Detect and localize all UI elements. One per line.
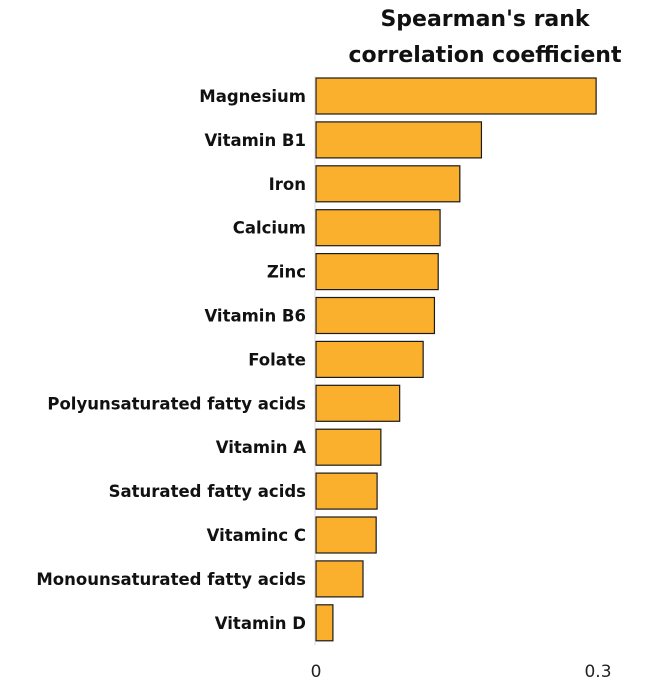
bar-vitamin-a: [315, 428, 382, 466]
bar-iron: [315, 165, 461, 203]
x-tick-label-group: 0 0.3: [311, 662, 612, 682]
category-label-vitamin-a: Vitamin A: [216, 438, 306, 457]
bar-monounsaturated-fatty-acids: [315, 560, 364, 598]
category-label-zinc: Zinc: [267, 263, 306, 282]
category-label-polyunsaturated-fatty-acids: Polyunsaturated fatty acids: [47, 394, 306, 413]
category-label-calcium: Calcium: [233, 219, 306, 238]
category-label-saturated-fatty-acids: Saturated fatty acids: [109, 482, 307, 501]
chart-title-line-2: correlation coefficient: [349, 43, 622, 68]
category-label-monounsaturated-fatty-acids: Monounsaturated fatty acids: [36, 570, 306, 589]
x-tick-label: 0.3: [584, 662, 611, 682]
bar-vitamin-b6: [315, 296, 436, 335]
bar-zinc: [315, 253, 439, 291]
category-label-magnesium: Magnesium: [199, 87, 306, 106]
bar-vitamin-b1: [315, 121, 483, 159]
category-label-folate: Folate: [248, 350, 306, 369]
bar-polyunsaturated-fatty-acids: [315, 384, 401, 422]
chart-title-line-1: Spearman's rank: [380, 7, 590, 32]
bar-group: [315, 77, 597, 642]
category-label-vitaminc-c: Vitaminc C: [207, 526, 306, 545]
x-tick-label: 0: [311, 662, 322, 682]
category-label-vitamin-b6: Vitamin B6: [204, 307, 306, 326]
category-label-vitamin-b1: Vitamin B1: [204, 131, 306, 150]
category-label-iron: Iron: [269, 175, 306, 194]
category-label-vitamin-d: Vitamin D: [215, 614, 306, 633]
bar-folate: [315, 340, 424, 378]
bar-calcium: [315, 209, 441, 247]
bar-vitaminc-c: [315, 516, 377, 554]
bar-saturated-fatty-acids: [315, 472, 378, 510]
bar-magnesium: [315, 77, 597, 115]
bar-vitamin-d: [315, 604, 334, 642]
category-label-group: Magnesium Vitamin B1 Iron Calcium Zinc Vitami…: [36, 87, 306, 633]
